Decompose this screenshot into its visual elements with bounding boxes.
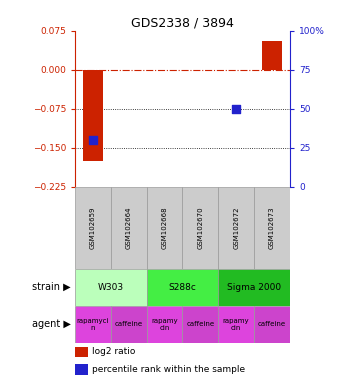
Bar — [182, 187, 218, 269]
Text: W303: W303 — [98, 283, 124, 292]
Text: GSM102659: GSM102659 — [90, 207, 96, 249]
Text: GSM102670: GSM102670 — [197, 207, 203, 249]
Bar — [218, 187, 254, 269]
Text: caffeine: caffeine — [115, 321, 143, 328]
Bar — [254, 187, 290, 269]
Bar — [262, 41, 282, 70]
Bar — [254, 306, 290, 343]
Bar — [111, 187, 147, 269]
Title: GDS2338 / 3894: GDS2338 / 3894 — [131, 17, 234, 30]
Text: GSM102673: GSM102673 — [269, 207, 275, 249]
Bar — [75, 269, 147, 306]
Text: agent ▶: agent ▶ — [32, 319, 71, 329]
Bar — [75, 364, 88, 374]
Text: rapamy
cin: rapamy cin — [151, 318, 178, 331]
Bar — [75, 347, 88, 357]
Bar — [147, 187, 182, 269]
Text: rapamy
cin: rapamy cin — [223, 318, 250, 331]
Text: percentile rank within the sample: percentile rank within the sample — [92, 365, 245, 374]
Point — [90, 137, 95, 143]
Text: Sigma 2000: Sigma 2000 — [227, 283, 281, 292]
Bar — [182, 306, 218, 343]
Bar — [75, 306, 111, 343]
Text: S288c: S288c — [168, 283, 196, 292]
Text: caffeine: caffeine — [186, 321, 214, 328]
Text: GSM102664: GSM102664 — [126, 207, 132, 249]
Bar — [218, 269, 290, 306]
Text: GSM102668: GSM102668 — [162, 207, 167, 249]
Bar — [147, 269, 218, 306]
Text: strain ▶: strain ▶ — [32, 282, 71, 292]
Text: log2 ratio: log2 ratio — [92, 348, 136, 356]
Point — [233, 106, 239, 112]
Text: rapamyci
n: rapamyci n — [77, 318, 109, 331]
Bar — [75, 187, 111, 269]
Bar — [218, 306, 254, 343]
Bar — [111, 306, 147, 343]
Bar — [83, 70, 103, 161]
Text: caffeine: caffeine — [258, 321, 286, 328]
Bar — [147, 306, 182, 343]
Text: GSM102672: GSM102672 — [233, 207, 239, 249]
